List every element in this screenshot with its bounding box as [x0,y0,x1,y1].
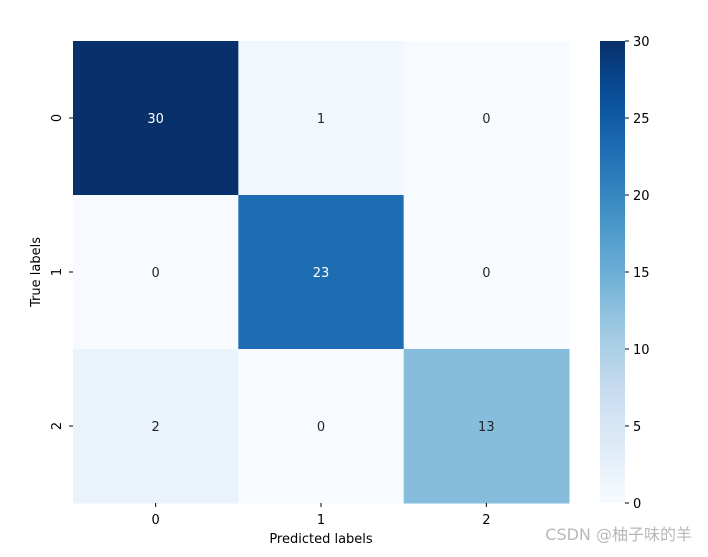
cell-value-label: 2 [152,420,160,435]
cell-value-label: 0 [482,266,490,281]
heatmap-cell [73,195,239,350]
cell-value-label: 0 [482,112,490,127]
cell-value-label: 13 [478,420,495,435]
x-axis-label: Predicted labels [269,532,373,547]
heatmap-cell [403,195,570,350]
y-tick-label: 0 [50,114,65,122]
heatmap-cell [238,195,405,350]
heatmap-cell [238,349,405,504]
colorbar-tick-label: 5 [633,420,641,435]
watermark: CSDN @柚子味的羊 [545,525,692,544]
colorbar-tick-label: 0 [633,497,641,512]
heatmap-cell [403,349,570,504]
cell-value-label: 0 [317,420,325,435]
x-tick-label: 1 [317,513,325,528]
heatmap-cell [73,41,239,196]
cell-value-label: 23 [313,266,330,281]
heatmap-cell [73,349,239,504]
heatmap-cell [238,41,405,196]
cell-value-label: 1 [317,112,325,127]
y-tick-label: 2 [50,422,65,430]
colorbar-tick-label: 10 [633,343,650,358]
colorbar-tick-label: 30 [633,35,650,50]
colorbar [600,41,625,503]
y-tick-label: 1 [50,268,65,276]
x-tick-label: 0 [152,513,160,528]
x-tick-label: 2 [482,513,490,528]
colorbar-tick-label: 25 [633,112,650,127]
cell-value-label: 30 [147,112,164,127]
colorbar-tick-label: 20 [633,189,650,204]
colorbar-tick-label: 15 [633,266,650,281]
cell-value-label: 0 [152,266,160,281]
y-axis-label: True labels [29,237,44,308]
heatmap-cell [403,41,570,196]
